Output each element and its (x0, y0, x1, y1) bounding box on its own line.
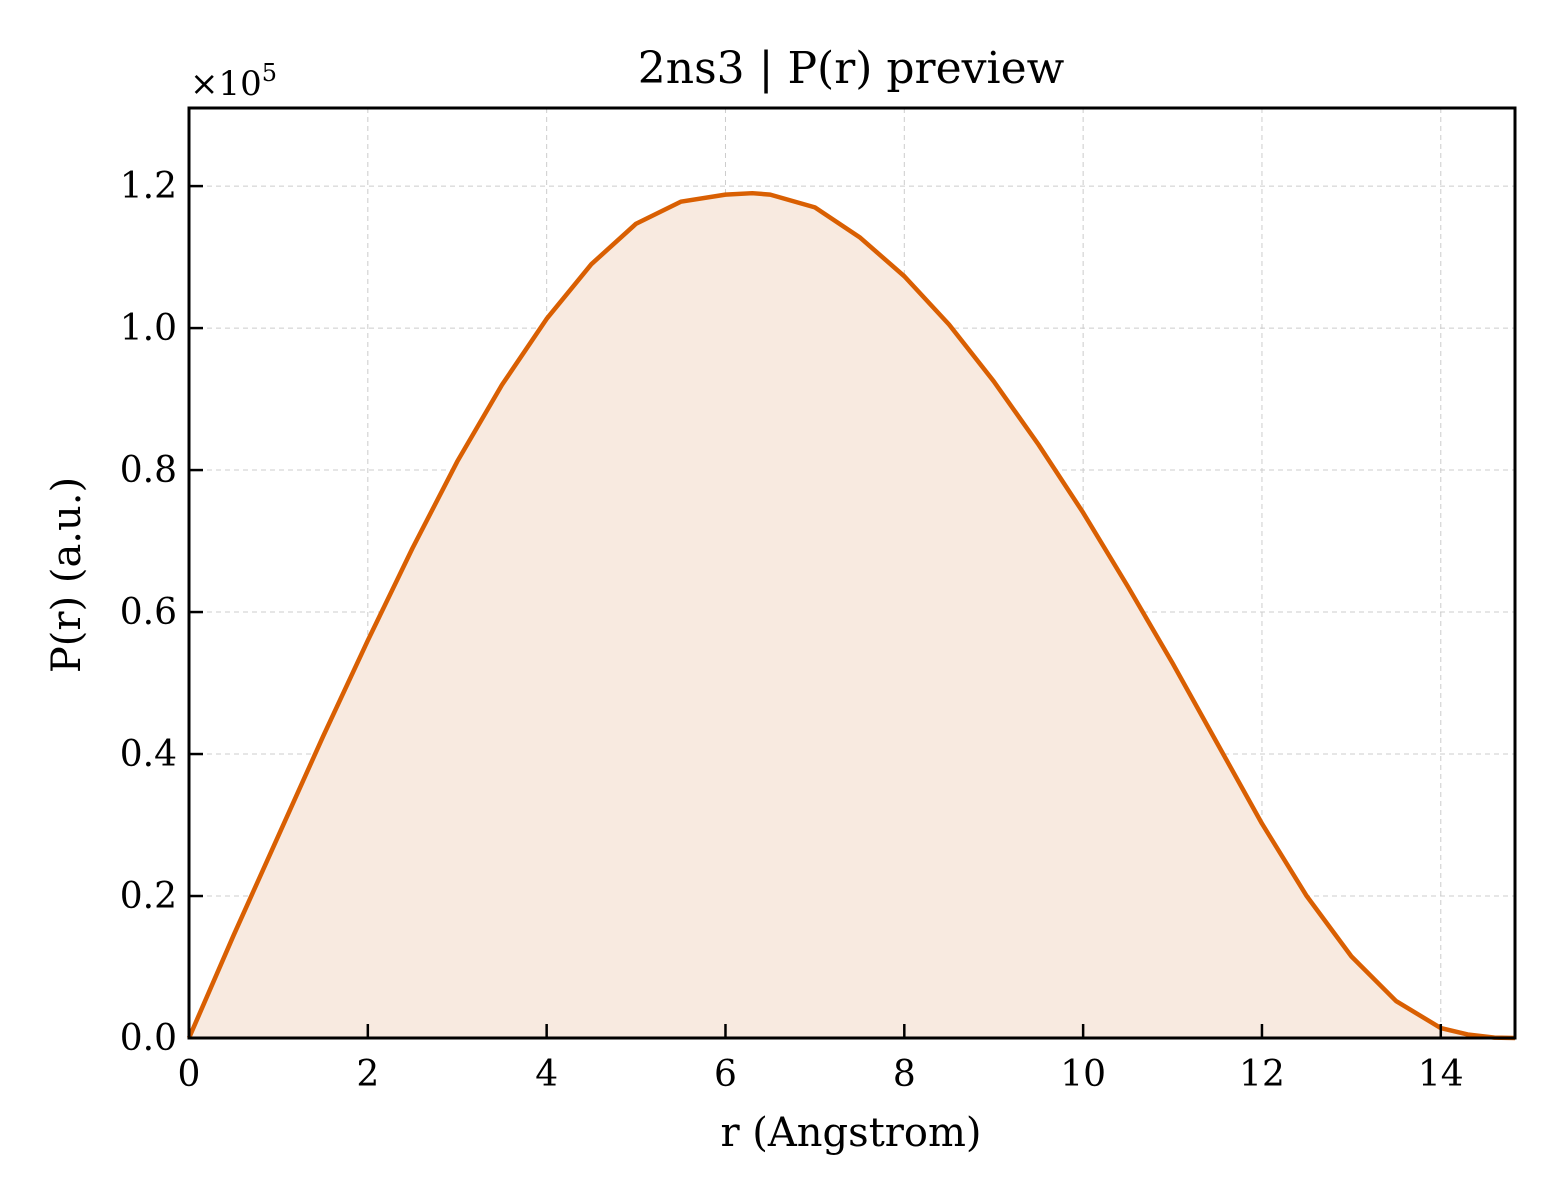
chart-title: 2ns3 | P(r) preview (638, 43, 1065, 94)
y-tick-label: 0.8 (120, 450, 177, 491)
x-tick-label: 10 (1060, 1054, 1106, 1095)
y-tick-label: 0.0 (120, 1018, 177, 1059)
x-tick-label: 12 (1239, 1054, 1285, 1095)
x-tick-label: 14 (1418, 1054, 1464, 1095)
y-tick-label: 0.6 (120, 592, 177, 633)
y-axis-title: P(r) (a.u.) (44, 477, 90, 673)
x-tick-label: 8 (893, 1054, 916, 1095)
tick-labels: 0 2 4 6 8 10 12 14 0.0 0.2 0.4 0.6 0.8 1.0 1.2 (120, 166, 1464, 1095)
y-axis-offset-label: ×105 (190, 59, 277, 104)
y-tick-label: 1.2 (120, 166, 177, 207)
x-tick-label: 2 (356, 1054, 379, 1095)
area-fill (189, 193, 1515, 1038)
plot-frame (187, 106, 1517, 1040)
x-tick-label: 6 (714, 1054, 737, 1095)
x-tick-label: 4 (535, 1054, 558, 1095)
ticks (187, 184, 1443, 1040)
x-tick-label: 0 (178, 1054, 201, 1095)
x-axis-title: r (Angstrom) (720, 1110, 981, 1156)
y-tick-label: 0.2 (120, 876, 177, 917)
y-tick-label: 0.4 (120, 734, 177, 775)
y-tick-label: 1.0 (120, 308, 177, 349)
y-axis-offset-exponent: 5 (262, 59, 277, 87)
y-axis-offset-base: ×10 (190, 64, 262, 104)
series-line (186, 190, 1516, 1041)
